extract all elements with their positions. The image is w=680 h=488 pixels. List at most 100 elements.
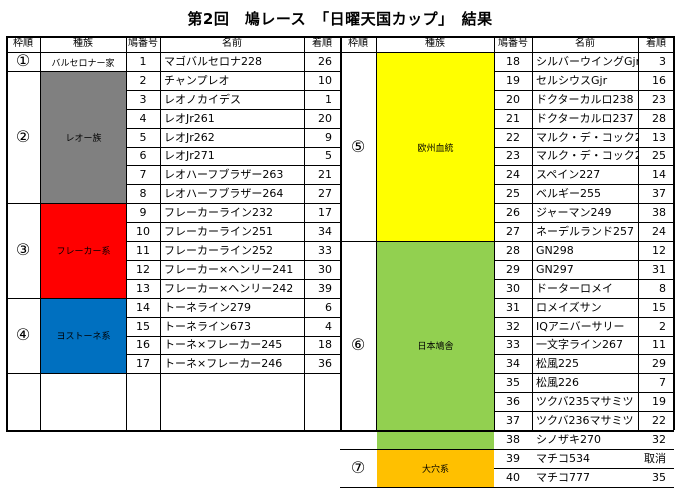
finish-rank: 18 (318, 338, 332, 352)
pigeon-name: フレーカー×ヘンリー242 (164, 281, 294, 295)
header-number: 鳩番号 (128, 38, 158, 49)
pigeon-number: 15 (136, 319, 150, 333)
pigeon-number: 6 (139, 149, 147, 163)
group-number: ② (15, 127, 31, 147)
finish-rank: 30 (318, 262, 332, 276)
header-rank: 着順 (312, 38, 332, 49)
pigeon-number: 28 (506, 243, 520, 257)
finish-rank: 23 (652, 92, 666, 106)
finish-rank: 11 (652, 338, 666, 352)
pigeon-name: ドクターカルロ238 (536, 92, 634, 106)
pigeon-number: 2 (139, 73, 147, 87)
group-number: ④ (15, 325, 31, 345)
pigeon-number: 21 (506, 111, 520, 125)
header-group: 枠順 (13, 38, 33, 49)
finish-rank: 9 (325, 130, 332, 144)
header-number: 鳩番号 (498, 38, 528, 49)
pigeon-number: 25 (506, 187, 520, 201)
pigeon-number: 22 (506, 130, 520, 144)
pigeon-number: 35 (506, 376, 520, 390)
finish-rank: 12 (652, 243, 666, 257)
finish-rank: 5 (325, 149, 332, 163)
pigeon-number: 32 (506, 319, 520, 333)
breed-color-block: ヨストーネ系 (41, 298, 126, 374)
group-number: ① (15, 52, 31, 71)
breed-label: フレーカー系 (56, 247, 111, 258)
finish-rank: 取消 (644, 451, 666, 465)
pigeon-name: トーネ×フレーカー245 (164, 338, 283, 352)
finish-rank: 22 (652, 414, 666, 428)
page-title: 第2回 鳩レース 「日曜天国カップ」 結果 (187, 10, 493, 28)
pigeon-name: チャンプレオ (164, 73, 230, 87)
finish-rank: 33 (318, 243, 332, 257)
pigeon-name: 松風226 (536, 376, 579, 390)
pigeon-name: ツクバ236マサミツ (536, 414, 634, 428)
pigeon-number: 29 (506, 262, 520, 276)
finish-rank: 37 (652, 187, 666, 201)
pigeon-number: 10 (136, 225, 150, 239)
finish-rank: 38 (652, 206, 666, 220)
finish-rank: 29 (652, 357, 666, 371)
pigeon-number: 37 (506, 414, 520, 428)
finish-rank: 32 (652, 432, 666, 446)
header-name: 名前 (222, 38, 242, 49)
header-group: 枠順 (348, 38, 368, 49)
pigeon-name: トーネ×フレーカー246 (164, 357, 283, 371)
header-name: 名前 (575, 38, 595, 49)
pigeon-name: ロメイズサン (536, 300, 602, 314)
finish-rank: 21 (318, 168, 332, 182)
pigeon-number: 5 (139, 130, 147, 144)
finish-rank: 36 (318, 357, 332, 371)
pigeon-number: 12 (136, 262, 150, 276)
breed-label: ヨストーネ系 (56, 332, 111, 343)
pigeon-name: マゴバルセロナ228 (164, 54, 262, 68)
finish-rank: 2 (659, 319, 666, 333)
pigeon-name: 一文字ライン267 (536, 338, 623, 352)
finish-rank: 14 (652, 168, 666, 182)
pigeon-name: ツクバ235マサミツ (536, 395, 634, 409)
finish-rank: 31 (652, 262, 666, 276)
pigeon-name: 松風225 (536, 357, 579, 371)
finish-rank: 7 (659, 376, 666, 390)
pigeon-number: 7 (139, 168, 147, 182)
header-breed: 種族 (425, 38, 445, 49)
group-number: ⑤ (350, 136, 366, 156)
pigeon-name: フレーカー×ヘンリー241 (164, 262, 294, 276)
breed-color-block: レオー族 (41, 71, 126, 204)
pigeon-number: 33 (506, 338, 520, 352)
pigeon-name: GN298 (536, 243, 574, 257)
pigeon-number: 13 (136, 281, 150, 295)
finish-rank: 28 (652, 111, 666, 125)
pigeon-name: GN297 (536, 262, 574, 276)
breed-label: バルセロナー家 (51, 58, 115, 69)
finish-rank: 26 (318, 54, 332, 68)
pigeon-number: 39 (506, 451, 520, 465)
pigeon-number: 16 (136, 338, 150, 352)
pigeon-number: 24 (506, 168, 520, 182)
pigeon-name: シルバーウイングGjr (536, 54, 638, 68)
pigeon-number: 20 (506, 92, 520, 106)
pigeon-name: レオハーフブラザー263 (164, 168, 284, 182)
finish-rank: 34 (318, 225, 332, 239)
pigeon-number: 18 (506, 54, 520, 68)
pigeon-name: ネーデルランド257 (536, 225, 634, 239)
pigeon-number: 36 (506, 395, 520, 409)
pigeon-number: 8 (139, 187, 147, 201)
finish-rank: 20 (318, 111, 332, 125)
finish-rank: 17 (318, 206, 332, 220)
breed-color-block: 欧州血統 (377, 53, 494, 241)
pigeon-name: セルシウスGjr (536, 73, 608, 87)
pigeon-number: 30 (506, 281, 520, 295)
pigeon-number: 11 (136, 243, 150, 257)
pigeon-name: レオJr261 (164, 111, 215, 125)
pigeon-name: ベルギー255 (536, 187, 601, 201)
group-number: ③ (15, 240, 31, 260)
finish-rank: 10 (318, 73, 332, 87)
pigeon-name: レオJr262 (164, 130, 215, 144)
finish-rank: 16 (652, 73, 666, 87)
pigeon-name: ドーターロメイ (536, 281, 613, 295)
breed-color-block: 大穴系 (377, 449, 494, 487)
pigeon-number: 38 (506, 432, 520, 446)
pigeon-name: トーネライン673 (164, 319, 251, 333)
header-rank: 着順 (646, 38, 666, 49)
